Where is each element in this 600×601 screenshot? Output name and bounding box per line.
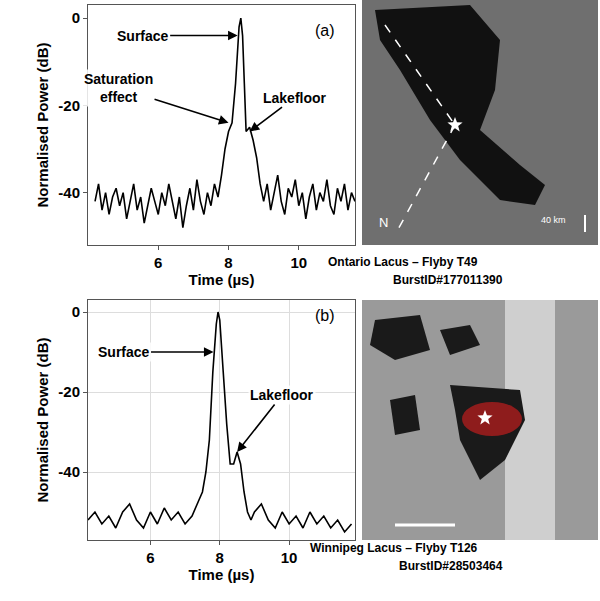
svg-text:10: 10	[281, 549, 298, 566]
svg-text:Surface: Surface	[117, 28, 169, 44]
svg-text:0: 0	[72, 303, 80, 320]
svg-text:Time (µs): Time (µs)	[189, 566, 255, 583]
svg-text:Ontario Lacus – Flyby T49: Ontario Lacus – Flyby T49	[328, 255, 478, 269]
svg-text:(a): (a)	[315, 22, 335, 39]
svg-text:-20: -20	[58, 383, 80, 400]
svg-text:Lakefloor: Lakefloor	[263, 90, 327, 106]
svg-text:10: 10	[290, 254, 307, 271]
svg-text:-20: -20	[58, 97, 80, 114]
svg-text:6: 6	[154, 254, 162, 271]
svg-text:8: 8	[216, 549, 224, 566]
svg-text:6: 6	[146, 549, 154, 566]
svg-text:-40: -40	[58, 463, 80, 480]
svg-text:Time (µs): Time (µs)	[189, 271, 255, 288]
svg-text:Lakefloor: Lakefloor	[250, 387, 314, 403]
svg-text:(b): (b)	[315, 307, 335, 324]
svg-text:Winnipeg Lacus – Flyby T126: Winnipeg Lacus – Flyby T126	[310, 541, 478, 555]
svg-text:Normalised Power (dB): Normalised Power (dB)	[34, 42, 51, 207]
svg-text:Normalised Power (dB): Normalised Power (dB)	[34, 337, 51, 502]
svg-text:N: N	[379, 215, 388, 230]
svg-text:-40: -40	[58, 184, 80, 201]
svg-text:Surface: Surface	[98, 344, 150, 360]
svg-text:BurstID#177011390: BurstID#177011390	[393, 273, 503, 287]
svg-text:0: 0	[72, 9, 80, 26]
svg-text:BurstID#28503464: BurstID#28503464	[399, 559, 503, 573]
svg-text:40 km: 40 km	[541, 215, 566, 225]
svg-text:8: 8	[224, 254, 232, 271]
svg-text:Saturationeffect: Saturationeffect	[84, 71, 153, 105]
